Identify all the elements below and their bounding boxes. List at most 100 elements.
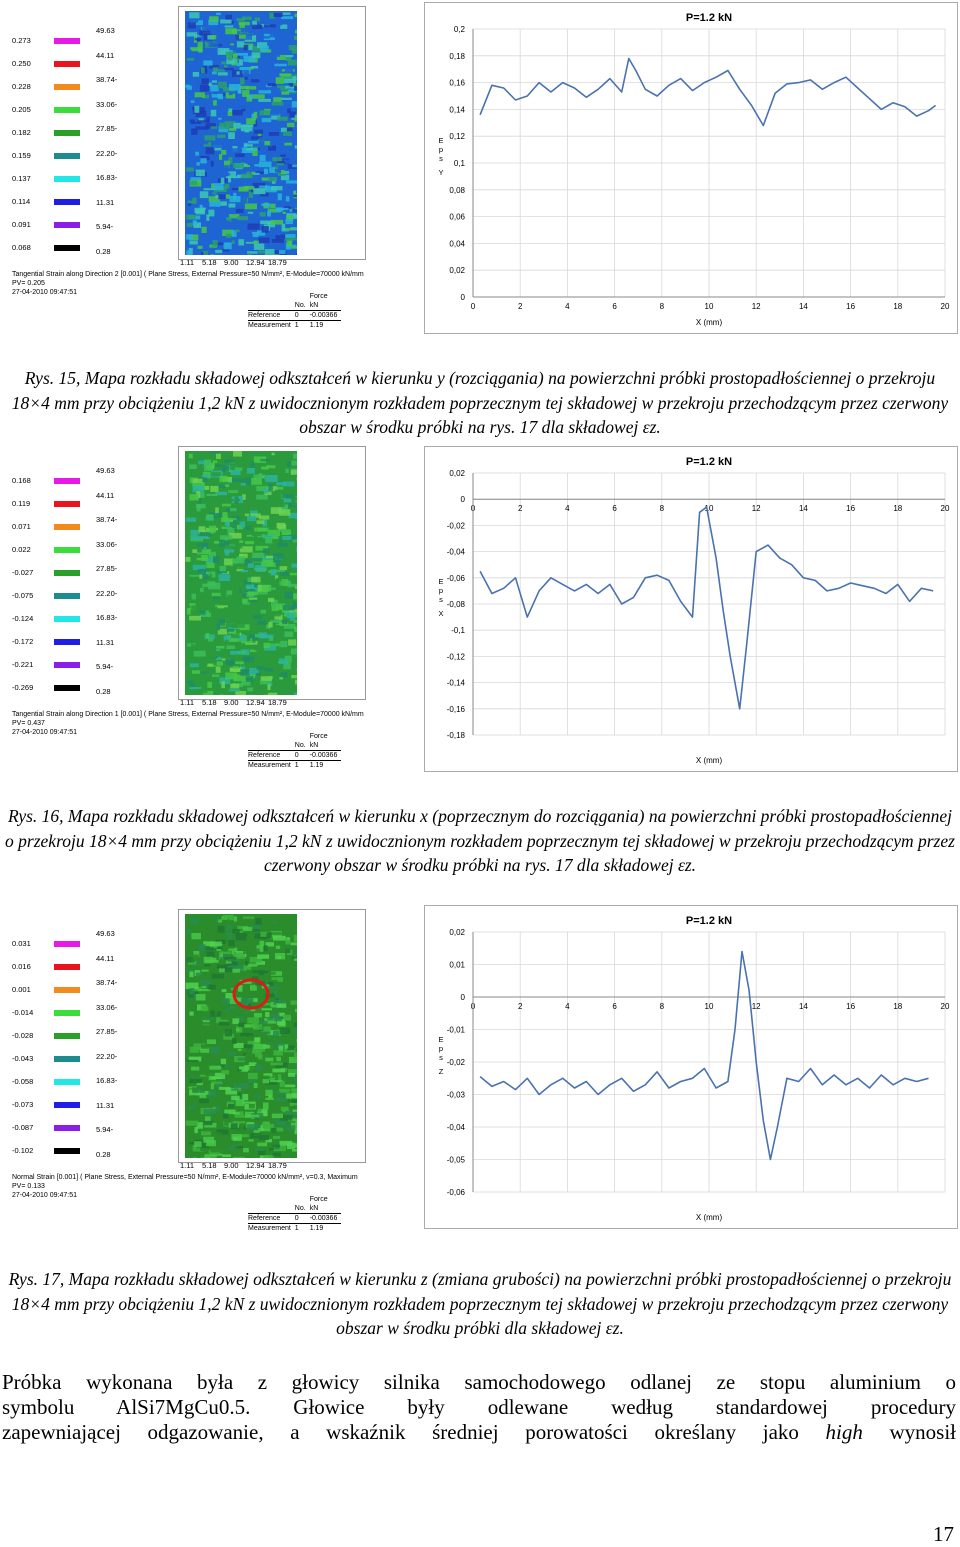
map-blob xyxy=(263,168,269,175)
map-blob xyxy=(251,52,261,58)
map-blob xyxy=(186,928,191,935)
map-blob xyxy=(248,1103,255,1109)
scale-tick: 9.00 xyxy=(224,1161,239,1170)
map-blob xyxy=(248,94,253,100)
x-tick-label: 12 xyxy=(752,302,761,311)
y-axis-label-char: Z xyxy=(439,1067,444,1076)
map-blob xyxy=(214,1106,220,1112)
map-blob xyxy=(221,61,226,65)
map-blob xyxy=(231,252,241,255)
map-blob xyxy=(268,132,280,136)
map-blob xyxy=(201,226,207,233)
map-blob xyxy=(296,635,297,642)
map-blob xyxy=(253,111,258,119)
map-blob xyxy=(270,203,276,209)
map-blob xyxy=(215,507,219,514)
map-blob xyxy=(225,233,232,238)
map-blob xyxy=(250,1132,261,1139)
map-blob xyxy=(272,169,279,173)
map-blob xyxy=(257,230,266,236)
y-tick-label: -0,02 xyxy=(447,1058,466,1067)
map-blob xyxy=(266,659,277,666)
chart-title: P=1.2 kN xyxy=(686,915,732,927)
map-blob xyxy=(189,687,202,690)
legend-value: -0.014 xyxy=(12,1008,34,1017)
map-blob xyxy=(243,529,255,535)
map-blob xyxy=(192,485,205,493)
scale-tick: 1.11 xyxy=(180,258,195,267)
map-blob xyxy=(271,611,281,617)
map-blob xyxy=(237,650,246,654)
map-blob xyxy=(251,557,263,562)
map-blob xyxy=(279,1081,285,1088)
map-blob xyxy=(242,656,254,663)
map-blob xyxy=(251,925,262,930)
map-blob xyxy=(245,237,254,242)
map-blob xyxy=(222,247,230,252)
map-blob xyxy=(269,1147,275,1151)
map-blob xyxy=(286,213,297,218)
map-blob xyxy=(294,1143,297,1148)
map-blob xyxy=(201,508,212,512)
legend-swatch xyxy=(54,1056,80,1062)
map-blob xyxy=(232,1018,240,1025)
scale-label: 33.06- xyxy=(96,1002,118,1012)
map-blob xyxy=(223,1033,234,1040)
map-blob xyxy=(185,234,193,240)
map-blob xyxy=(233,1112,240,1115)
legend-value: 0.091 xyxy=(12,220,31,229)
map-blob xyxy=(203,1090,208,1093)
map-blob xyxy=(218,529,226,536)
map-blob xyxy=(264,1018,277,1024)
map-blob xyxy=(223,956,237,960)
map-blob xyxy=(247,253,252,255)
map-blob xyxy=(278,1012,285,1018)
map-blob xyxy=(255,918,262,925)
scale-label: 22.20- xyxy=(96,588,118,598)
map-blob xyxy=(209,247,214,251)
map-blob xyxy=(275,235,281,241)
map-blob xyxy=(288,89,297,92)
map-blob xyxy=(251,134,263,140)
map-blob xyxy=(232,964,245,971)
legend-swatch xyxy=(54,38,80,44)
map-blob xyxy=(232,666,239,669)
map-blob xyxy=(283,481,295,487)
map-blob xyxy=(286,124,293,132)
map-blob xyxy=(253,456,267,463)
map-blob xyxy=(240,1134,249,1138)
page-number: 17 xyxy=(933,1522,954,1546)
map-blob xyxy=(225,639,229,646)
table-cell: 1.19 xyxy=(309,1225,324,1232)
map-blob xyxy=(270,50,280,57)
map-blob xyxy=(235,467,243,471)
map-blob xyxy=(279,538,284,543)
map-blob xyxy=(273,254,280,255)
map-blob xyxy=(260,1031,269,1034)
map-blob xyxy=(203,60,213,66)
map-blob xyxy=(272,914,285,919)
map-blob xyxy=(187,608,191,615)
map-blob xyxy=(265,1097,274,1100)
map-blob xyxy=(281,1153,288,1158)
map-blob xyxy=(251,171,256,175)
map-blob xyxy=(253,581,265,586)
map-blob xyxy=(267,60,276,65)
map-blob xyxy=(215,69,226,72)
map-blob xyxy=(207,35,215,40)
scale-label: 49.63 xyxy=(96,929,115,938)
map-blob xyxy=(188,1057,201,1061)
map-blob xyxy=(201,549,211,555)
map-blob xyxy=(255,672,261,676)
map-blob xyxy=(279,1027,291,1034)
map-blob xyxy=(193,1157,197,1158)
scale-label: 49.63 xyxy=(96,466,115,475)
map-blob xyxy=(270,569,277,576)
map-blob xyxy=(280,570,289,576)
map-blob xyxy=(250,510,258,516)
map-blob xyxy=(242,494,246,500)
map-blob xyxy=(269,32,278,38)
map-blob xyxy=(214,917,219,924)
map-blob xyxy=(259,185,270,188)
map-blob xyxy=(271,1113,283,1119)
